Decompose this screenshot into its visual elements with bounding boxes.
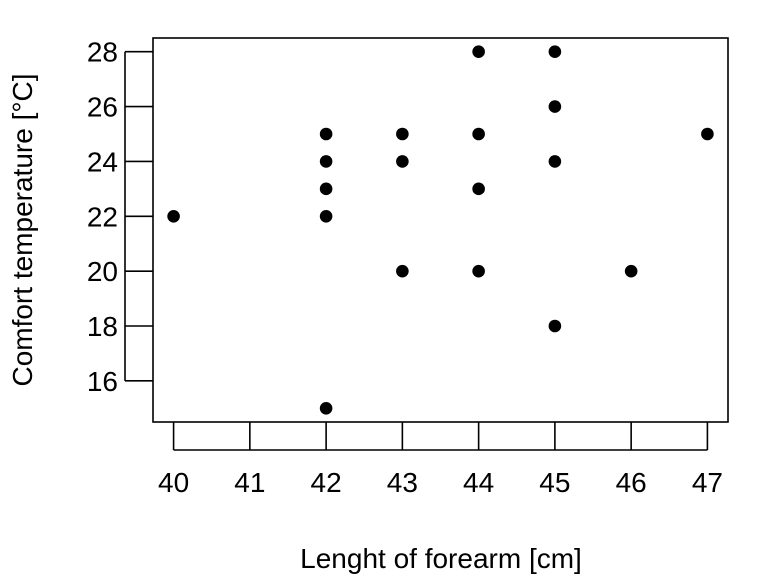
x-tick-label: 46 bbox=[616, 467, 647, 498]
y-tick-label: 26 bbox=[87, 92, 118, 123]
y-tick-label: 24 bbox=[87, 146, 118, 177]
x-tick-label: 43 bbox=[387, 467, 418, 498]
data-point bbox=[548, 319, 562, 333]
plot-frame bbox=[152, 37, 729, 423]
data-point bbox=[167, 209, 180, 223]
data-point bbox=[624, 264, 638, 278]
x-tick-label: 45 bbox=[539, 467, 570, 498]
x-axis: 40 41 42 43 44 45 46 47 bbox=[158, 422, 723, 498]
data-point bbox=[396, 127, 409, 141]
y-axis-label: Comfort temperature [°C] bbox=[7, 73, 38, 386]
x-tick-label: 40 bbox=[158, 467, 189, 498]
data-point bbox=[319, 209, 333, 223]
x-tick-label: 44 bbox=[463, 467, 494, 498]
y-tick-label: 28 bbox=[87, 37, 118, 68]
y-axis: 16 18 20 22 24 26 28 bbox=[87, 37, 153, 397]
data-point bbox=[396, 155, 409, 168]
data-point bbox=[319, 155, 333, 168]
y-tick-label: 22 bbox=[87, 201, 118, 232]
x-tick-label: 47 bbox=[692, 467, 723, 498]
data-point bbox=[472, 182, 485, 196]
data-point bbox=[396, 264, 409, 278]
data-point bbox=[701, 127, 714, 141]
data-point bbox=[472, 45, 485, 59]
x-tick-label: 42 bbox=[311, 467, 342, 498]
data-point bbox=[319, 182, 333, 196]
data-point bbox=[548, 100, 562, 113]
data-points bbox=[167, 45, 714, 415]
x-axis-label: Lenght of forearm [cm] bbox=[300, 543, 582, 574]
y-tick-label: 20 bbox=[87, 256, 118, 287]
data-point bbox=[548, 155, 562, 168]
data-point bbox=[548, 45, 562, 59]
data-point bbox=[472, 264, 485, 278]
x-tick-label: 41 bbox=[234, 467, 265, 498]
y-tick-label: 18 bbox=[87, 311, 118, 342]
data-point bbox=[472, 127, 485, 141]
data-point bbox=[319, 127, 333, 141]
y-tick-label: 16 bbox=[87, 366, 118, 397]
data-point bbox=[319, 401, 333, 415]
